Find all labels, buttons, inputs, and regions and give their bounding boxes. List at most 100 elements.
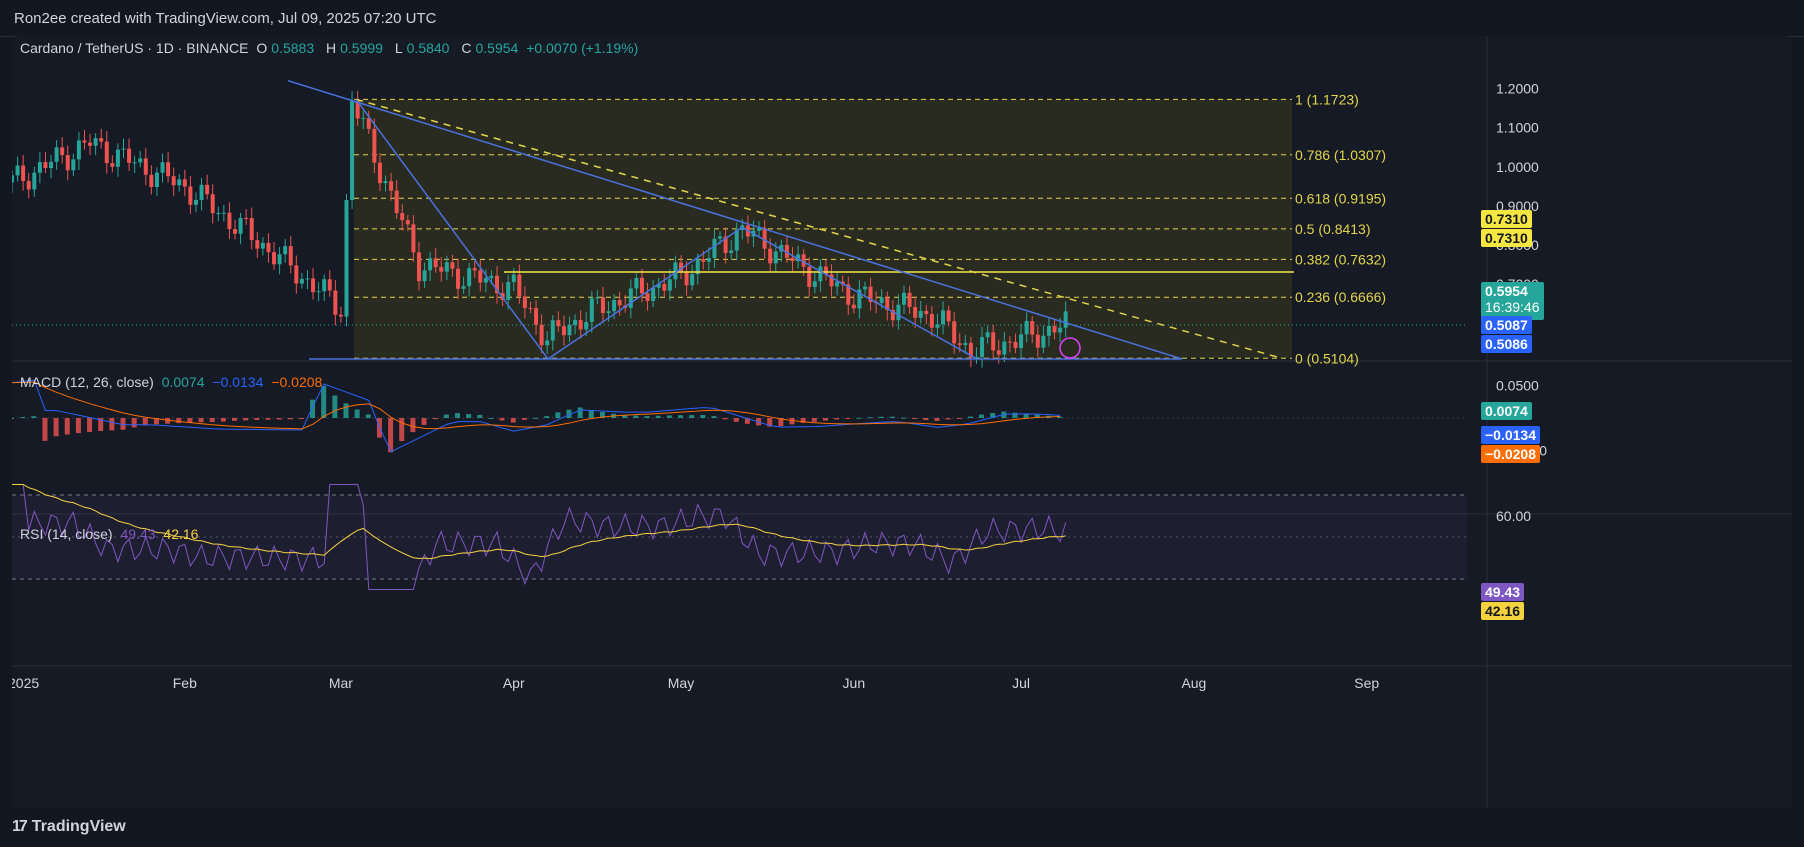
rsi-line — [12, 484, 1067, 590]
candle-body — [472, 268, 477, 271]
macd-histogram-bar — [488, 417, 494, 419]
candle-body — [221, 212, 226, 214]
macd-histogram-bar — [321, 385, 327, 418]
candle-body — [723, 236, 728, 253]
candle-body — [88, 142, 93, 146]
candle-body — [244, 217, 249, 219]
candle-body — [941, 310, 946, 325]
macd-histogram-bar — [153, 418, 159, 425]
candle-body — [377, 162, 382, 184]
candle-body — [595, 297, 600, 299]
tradingview-logo[interactable]: 17 TradingView — [12, 818, 126, 836]
candle-body — [138, 158, 143, 163]
open-label: O — [256, 40, 268, 56]
candle-body — [929, 314, 934, 328]
candle-body — [550, 320, 555, 341]
candle-body — [946, 310, 951, 322]
candle-body — [952, 321, 957, 344]
candle-body — [712, 238, 717, 258]
candle-body — [177, 179, 182, 186]
fib-level-label: 1 (1.1723) — [1295, 91, 1359, 107]
candle-body — [238, 217, 243, 234]
candle-body — [93, 138, 98, 146]
macd-histogram-bar — [432, 418, 438, 420]
candle-body — [846, 284, 851, 305]
candle-body — [193, 199, 198, 205]
price-tag: 0.5954 16:39:46 — [1481, 282, 1544, 320]
macd-histogram-bar — [566, 409, 572, 418]
candle-body — [918, 310, 923, 318]
candle-body — [350, 101, 355, 201]
candle-body — [545, 340, 550, 346]
candle-body — [868, 286, 873, 302]
macd-histogram-bar — [789, 418, 795, 425]
candle-body — [779, 244, 784, 252]
macd-signal-line — [12, 381, 1061, 430]
macd-histogram-bar — [644, 416, 650, 418]
candle-body — [316, 291, 321, 293]
macd-histogram-bar — [800, 418, 806, 423]
macd-histogram-bar — [410, 418, 416, 433]
tradingview-logo-icon: 17 — [12, 818, 28, 835]
candle-body — [651, 287, 656, 301]
candle-body — [656, 283, 661, 288]
macd-histogram-bar — [544, 416, 550, 418]
macd-histogram-bar — [64, 418, 70, 435]
candle-body — [957, 343, 962, 345]
candle-body — [1046, 325, 1051, 336]
candle-body — [963, 342, 968, 345]
candle-body — [110, 163, 115, 167]
candle-body — [684, 271, 689, 286]
rsi-value: 49.43 — [120, 526, 156, 542]
macd-axis-label: 0.0500 — [1496, 378, 1539, 394]
x-axis-label: May — [668, 675, 694, 691]
candle-body — [790, 257, 795, 262]
candle-body — [233, 229, 237, 234]
candle-body — [762, 227, 767, 249]
macd-histogram-bar — [176, 418, 182, 424]
rsi-ma-tag: 42.16 — [1481, 602, 1525, 620]
chart-canvas[interactable]: 1 (1.1723) 0.786 (1.0307) 0.618 (0.9195) 0.… — [12, 36, 1792, 808]
macd-histogram-bar — [711, 416, 717, 418]
macd-histogram-bar — [555, 412, 561, 418]
macd-histogram-bar — [42, 418, 48, 441]
resistance-tag-a: 0.7310 — [1481, 210, 1532, 228]
rsi-ma-line — [12, 484, 1066, 560]
macd-histogram-bar — [443, 414, 449, 418]
chart-area[interactable]: 1 (1.1723) 0.786 (1.0307) 0.618 (0.9195) 0.… — [12, 36, 1792, 808]
candle-body — [968, 342, 973, 358]
macd-histogram-bar — [209, 418, 215, 423]
candle-body — [701, 259, 706, 262]
candle-body — [695, 259, 700, 275]
candle-body — [567, 324, 572, 336]
candle-body — [1063, 311, 1068, 328]
candle-body — [121, 148, 126, 150]
candle-body — [534, 308, 539, 325]
candle-body — [249, 218, 254, 241]
macd-histogram-bar — [499, 418, 505, 421]
close-value: 0.5954 — [475, 40, 519, 56]
macd-title: MACD (12, 26, close) — [20, 374, 154, 390]
candle-body — [673, 262, 678, 280]
candle-body — [885, 297, 890, 310]
price-axis-label: 1.0000 — [1496, 159, 1539, 175]
macd-histogram-bar — [298, 418, 304, 420]
candle-body — [216, 212, 221, 214]
candle-body — [522, 296, 527, 309]
candle-body — [54, 147, 59, 162]
candle-body — [896, 304, 901, 321]
macd-histogram-bar — [220, 418, 226, 422]
candle-body — [322, 279, 327, 292]
macd-histogram-bar — [990, 412, 996, 418]
macd-signal-tag: −0.0208 — [1481, 445, 1540, 463]
macd-histogram-bar — [198, 418, 204, 423]
macd-histogram-bar — [856, 417, 862, 419]
candle-body — [288, 246, 293, 266]
macd-histogram-bar — [87, 418, 93, 432]
footer: 17 TradingView — [0, 808, 1804, 847]
macd-histogram-bar — [1023, 413, 1029, 418]
candle-body — [311, 278, 316, 293]
candle-body — [467, 268, 472, 287]
candle-body — [718, 236, 723, 239]
candle-body — [835, 281, 840, 287]
